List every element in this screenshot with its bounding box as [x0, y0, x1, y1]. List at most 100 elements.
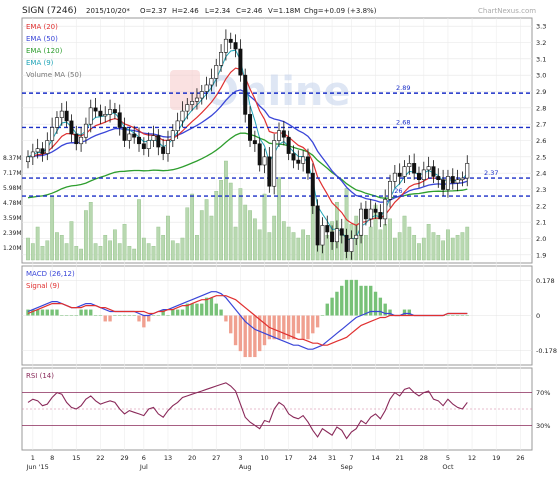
date-tick-label: 24 — [309, 454, 317, 462]
candle-body — [363, 208, 368, 220]
candle-body — [354, 234, 359, 239]
volume-bar — [161, 235, 166, 261]
macd-histogram-bar — [142, 315, 146, 328]
candle-body — [301, 156, 306, 164]
candle-body — [460, 177, 465, 180]
candle-body — [296, 159, 301, 164]
price-tick-label: 2.4 — [536, 170, 546, 178]
ema120-line — [27, 132, 468, 199]
price-tick-label: 3.1 — [536, 55, 546, 63]
macd-histogram-bar — [407, 309, 412, 316]
date-tick-label: 21 — [396, 454, 404, 462]
price-tick-label: 2.7 — [536, 121, 546, 129]
macd-histogram-bar — [272, 315, 276, 340]
volume-bar — [74, 246, 79, 261]
candle-body — [388, 181, 393, 200]
volume-bar — [117, 243, 122, 261]
price-tick-label: 2.1 — [536, 219, 546, 227]
macd-histogram-bar — [161, 309, 165, 316]
volume-bar — [224, 160, 228, 261]
candle-body — [228, 38, 233, 43]
candle-body — [238, 48, 243, 76]
volume-tick-label: 3.59M — [3, 215, 22, 222]
watermark-text: Online — [205, 69, 351, 115]
rsi-series — [22, 382, 532, 440]
candle-body — [320, 225, 325, 246]
candle-body — [180, 110, 185, 122]
candle-body — [194, 97, 199, 102]
macd-histogram-bar — [301, 315, 305, 340]
volume-bar — [233, 226, 238, 261]
date-tick-label: 8 — [50, 454, 54, 462]
volume-bar — [98, 246, 103, 261]
rsi-tick-label: 30% — [536, 422, 550, 430]
price-tick-label: 3.3 — [536, 23, 546, 31]
candle-body — [286, 136, 291, 154]
volume-bar — [412, 235, 417, 261]
macd-histogram-bar — [79, 309, 83, 316]
candle-body — [199, 91, 204, 99]
legend-volma: Volume MA (50) — [26, 71, 82, 79]
candle-body — [30, 151, 35, 158]
candle-body — [455, 179, 460, 184]
macd-histogram-bar — [373, 291, 378, 316]
candle-body — [233, 42, 238, 50]
candle-body — [93, 107, 98, 112]
header-high: H=2.46 — [172, 7, 199, 15]
candle-body — [204, 84, 209, 92]
macd-histogram-bar — [286, 315, 291, 340]
volume-bar — [137, 199, 141, 261]
macd-histogram-bar — [349, 279, 354, 316]
macd-histogram-bar — [258, 315, 262, 352]
macd-histogram-bar — [383, 303, 387, 316]
candle-body — [392, 172, 397, 182]
volume-bar — [383, 224, 388, 261]
date-tick-label: 22 — [96, 454, 104, 462]
candle-body — [368, 208, 373, 220]
volume-bar — [108, 240, 112, 261]
candle-body — [397, 172, 402, 177]
price-tick-label: 2.2 — [536, 202, 546, 210]
macd-histogram-bar — [93, 315, 98, 316]
signal-line — [27, 295, 468, 346]
volume-bar — [180, 237, 185, 261]
macd-histogram-bar — [200, 303, 204, 316]
macd-series — [26, 279, 469, 358]
candles — [26, 29, 470, 260]
macd-histogram-bar — [344, 279, 349, 316]
volume-bar — [146, 243, 151, 261]
date-tick-label: 12 — [468, 454, 476, 462]
level-label: 2.68 — [396, 118, 410, 126]
volume-bar — [296, 237, 301, 261]
candle-body — [175, 120, 180, 132]
volume-bar — [35, 226, 40, 261]
date-tick-label: 20 — [188, 454, 196, 462]
legend-ema120: EMA (120) — [26, 47, 63, 55]
macd-histogram-bar — [277, 315, 281, 340]
volume-bar — [209, 215, 214, 261]
level-lines: 2.89 2.68 2.37 2.26 — [22, 84, 532, 197]
header-close: C=2.46 — [236, 7, 263, 15]
macd-histogram-bar — [340, 285, 344, 316]
candle-body — [339, 228, 344, 236]
candle-body — [59, 110, 64, 118]
candle-body — [359, 208, 364, 236]
candle-body — [248, 114, 253, 141]
candle-body — [98, 110, 103, 117]
macd-histogram-bar — [137, 315, 141, 322]
candle-body — [334, 228, 339, 243]
volume-bar — [166, 215, 170, 261]
date-tick-label: 19 — [492, 454, 500, 462]
macd-histogram-bar — [465, 315, 469, 316]
volume-bar — [88, 202, 93, 261]
macd-histogram-bar — [50, 309, 54, 316]
candle-body — [431, 166, 436, 177]
candle-body — [132, 133, 137, 138]
volume-bar — [363, 235, 368, 261]
price-tick-label: 2.0 — [536, 235, 546, 243]
volume-bar — [388, 218, 392, 261]
volume-tick-label: 4.78M — [3, 200, 22, 207]
macd-histogram-bar — [224, 315, 228, 322]
volume-bar — [132, 248, 137, 261]
